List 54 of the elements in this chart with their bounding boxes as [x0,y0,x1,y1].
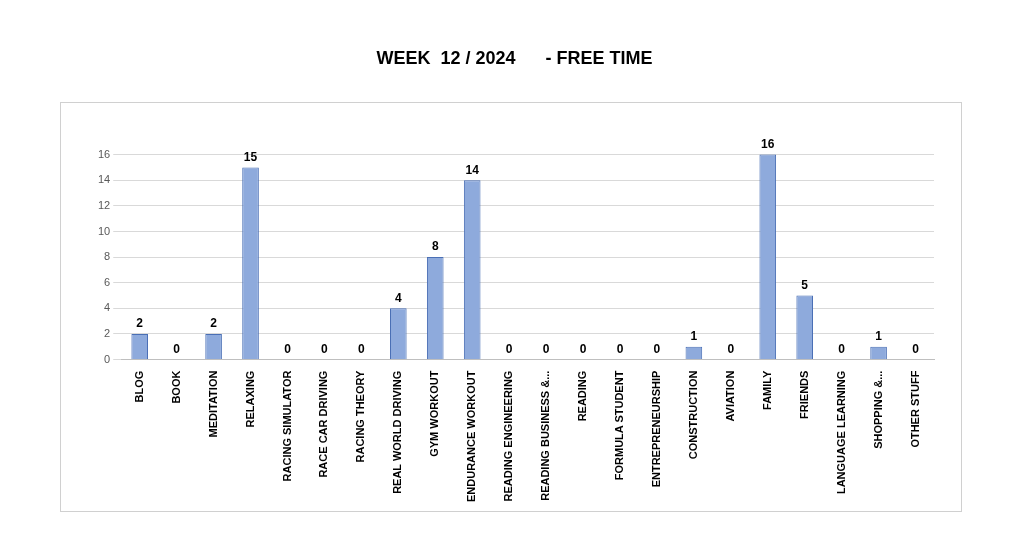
y-tick-label: 14 [97,173,111,186]
x-tick-label: ENDURANCE WORKOUT [465,370,478,503]
y-tick-label: 4 [104,301,111,314]
x-tick-label: READING ENGINEERING [502,370,515,502]
x-tick-label: GYM WORKOUT [428,370,441,457]
data-label: 0 [284,341,292,356]
data-label: 0 [727,341,735,356]
x-tick-label: RACING THEORY [354,369,367,463]
x-tick-label: FORMULA STUDENT [613,370,626,481]
x-tick-label: BLOG [132,370,145,403]
x-tick-label: READING [576,370,589,422]
data-label: 0 [616,341,624,356]
data-label: 0 [653,341,661,356]
y-tick-label: 16 [97,147,111,160]
y-tick-label: 12 [97,198,111,211]
x-tick-label: RACE CAR DRIVING [317,370,330,478]
x-tick-label: OTHER STUFF [908,370,921,448]
x-tick-label: CONSTRUCTION [686,370,699,460]
x-tick-label: RACING SIMULATOR [280,370,293,482]
y-tick-label: 2 [104,327,111,340]
x-tick-label: REAL WORLD DRIVING [391,370,404,494]
y-tick-label: 8 [104,250,111,263]
data-label: 5 [801,277,809,292]
data-label: 0 [579,341,587,356]
y-tick-label: 6 [104,275,111,288]
data-label: 0 [542,341,550,356]
x-tick-label: FAMILY [760,369,773,410]
data-label: 16 [761,136,775,151]
data-label: 1 [690,329,698,344]
data-label: 0 [912,341,920,356]
data-label: 2 [136,316,144,331]
data-label: 4 [394,290,402,305]
data-label: 0 [505,341,513,356]
x-tick-label: AVIATION [723,370,736,422]
data-label: 14 [465,162,480,177]
x-tick-label: BOOK [169,370,182,404]
data-label: 2 [210,316,218,331]
data-label: 1 [875,329,883,344]
x-tick-label: LANGUAGE LEARNING [834,370,847,495]
x-tick-label: FRIENDS [797,370,810,419]
data-label: 0 [838,341,846,356]
x-tick-label: RELAXING [243,370,256,428]
x-tick-label: MEDITATION [206,370,219,438]
data-label: 15 [243,149,258,164]
x-tick-label: ENTREPRENEURSHIP [649,370,662,488]
y-tick-label: 10 [97,224,111,237]
data-label: 0 [358,341,366,356]
data-label: 8 [431,239,439,254]
chart-title: WEEK 12 / 2024 - FREE TIME [376,47,653,68]
y-tick-label: 0 [104,352,111,365]
data-label: 0 [173,341,181,356]
x-tick-label: READING BUSINESS &... [539,370,552,501]
x-tick-label: SHOPPING &... [871,370,884,449]
data-label: 0 [321,341,329,356]
